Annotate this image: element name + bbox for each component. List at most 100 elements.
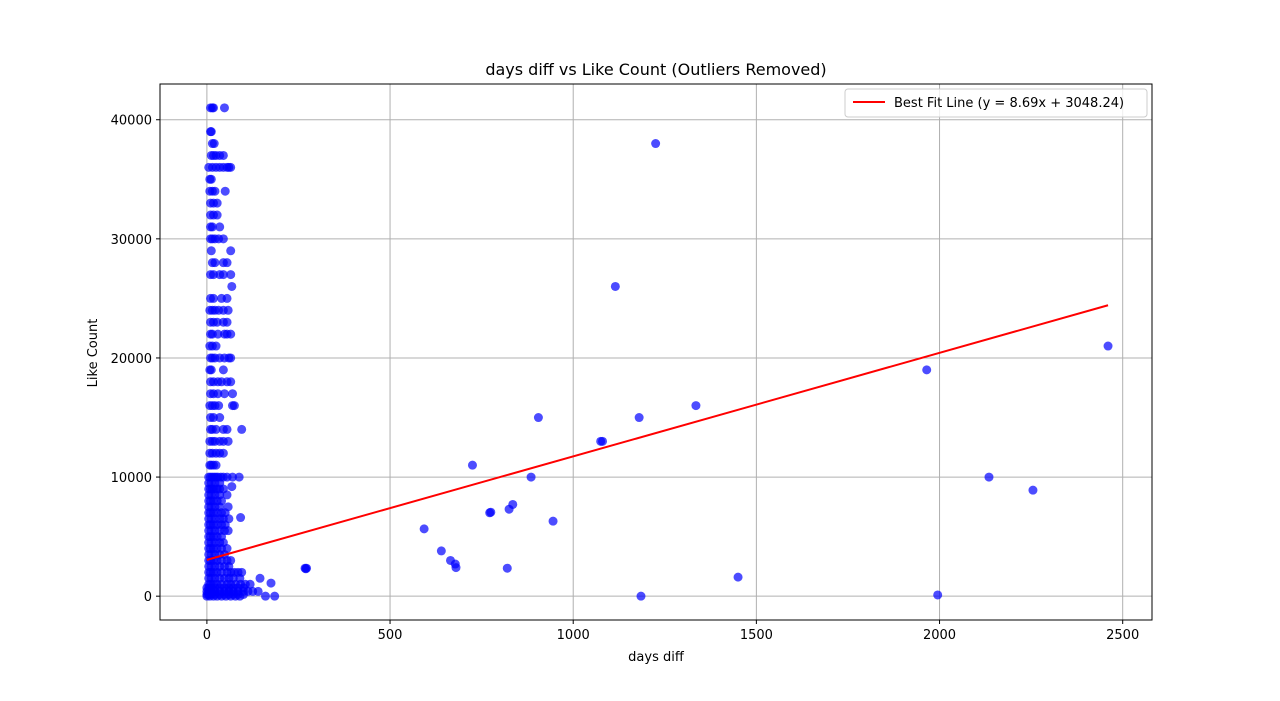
legend: Best Fit Line (y = 8.69x + 3048.24) <box>844 88 1148 118</box>
data-point <box>933 590 943 600</box>
data-point <box>212 317 222 327</box>
data-point <box>223 436 233 446</box>
y-axis-label: Like Count <box>86 319 101 388</box>
legend-entry-fit-line: Best Fit Line (y = 8.69x + 3048.24) <box>894 96 1124 111</box>
data-point <box>451 563 461 573</box>
data-point <box>222 293 232 303</box>
data-point <box>213 329 223 339</box>
data-point <box>227 281 237 291</box>
x-axis-label: days diff <box>628 650 685 665</box>
data-point <box>229 401 239 411</box>
y-tick-label: 40000 <box>111 114 152 129</box>
best-fit-line <box>206 304 1109 561</box>
data-point <box>213 389 223 399</box>
data-point <box>209 139 219 149</box>
data-point <box>235 591 245 601</box>
data-point <box>1028 485 1038 495</box>
data-point <box>208 293 218 303</box>
x-tick-label: 0 <box>203 628 211 643</box>
fit-line-layer <box>206 304 1109 561</box>
axes: 0 500 1000 1500 2000 2500 0 10000 20000 30000 4000… <box>111 83 1153 643</box>
data-point <box>610 281 620 291</box>
data-point <box>502 563 512 573</box>
x-tick-label: 500 <box>378 628 403 643</box>
data-point <box>226 329 236 339</box>
data-point <box>210 258 220 268</box>
data-point <box>436 546 446 556</box>
data-point <box>218 365 228 375</box>
data-point <box>548 516 558 526</box>
y-tick-label: 30000 <box>111 233 152 248</box>
data-point <box>255 573 265 583</box>
data-point <box>208 413 218 423</box>
data-point <box>210 186 220 196</box>
data-point <box>245 579 255 589</box>
data-point <box>526 472 536 482</box>
data-point <box>651 139 661 149</box>
data-point <box>508 499 518 509</box>
data-point <box>223 526 233 536</box>
data-point <box>206 365 216 375</box>
legend-box <box>844 88 1148 118</box>
data-point <box>486 507 496 517</box>
x-tick-label: 1000 <box>557 628 590 643</box>
data-point <box>220 186 230 196</box>
data-point <box>922 365 932 375</box>
data-point <box>598 436 608 446</box>
y-tick-label: 0 <box>144 590 152 605</box>
data-point <box>533 413 543 423</box>
data-point <box>1103 341 1113 351</box>
data-points <box>202 103 1113 601</box>
data-point <box>691 401 701 411</box>
data-point <box>218 448 228 458</box>
data-point <box>222 424 232 434</box>
data-point <box>215 222 225 232</box>
data-point <box>212 198 222 208</box>
data-point <box>208 270 218 280</box>
data-point <box>212 210 222 220</box>
data-point <box>206 246 216 256</box>
data-point <box>261 591 270 601</box>
data-point <box>215 413 225 423</box>
x-tick-label: 2000 <box>923 628 956 643</box>
data-point <box>266 578 276 588</box>
data-point <box>211 341 221 351</box>
data-point <box>228 389 238 399</box>
data-point <box>208 103 218 113</box>
data-point <box>206 127 216 137</box>
x-tick-label: 2500 <box>1106 628 1139 643</box>
data-point <box>226 353 236 363</box>
data-point <box>636 591 646 601</box>
data-point <box>219 389 229 399</box>
data-point <box>218 270 228 280</box>
data-point <box>207 222 217 232</box>
data-point <box>226 162 236 172</box>
data-point <box>236 513 246 523</box>
data-point <box>419 524 429 534</box>
data-point <box>218 234 228 244</box>
y-tick-label: 20000 <box>111 352 152 367</box>
data-point <box>222 490 232 500</box>
data-point <box>227 482 237 492</box>
grid <box>160 84 1152 620</box>
data-point <box>223 305 233 315</box>
data-point <box>218 150 228 160</box>
data-point <box>206 174 216 184</box>
data-point <box>222 258 232 268</box>
data-point <box>226 270 236 280</box>
chart-title: days diff vs Like Count (Outliers Remove… <box>485 60 826 79</box>
data-point <box>302 563 312 573</box>
data-point <box>226 246 236 256</box>
data-point <box>211 460 221 470</box>
data-point <box>467 460 477 470</box>
data-point <box>219 103 229 113</box>
data-point <box>222 317 232 327</box>
data-point <box>733 572 743 582</box>
data-point <box>226 377 236 387</box>
x-tick-label: 1500 <box>740 628 773 643</box>
data-point <box>234 472 244 482</box>
y-tick-label: 10000 <box>111 471 152 486</box>
data-point <box>211 424 221 434</box>
data-point <box>253 586 263 596</box>
